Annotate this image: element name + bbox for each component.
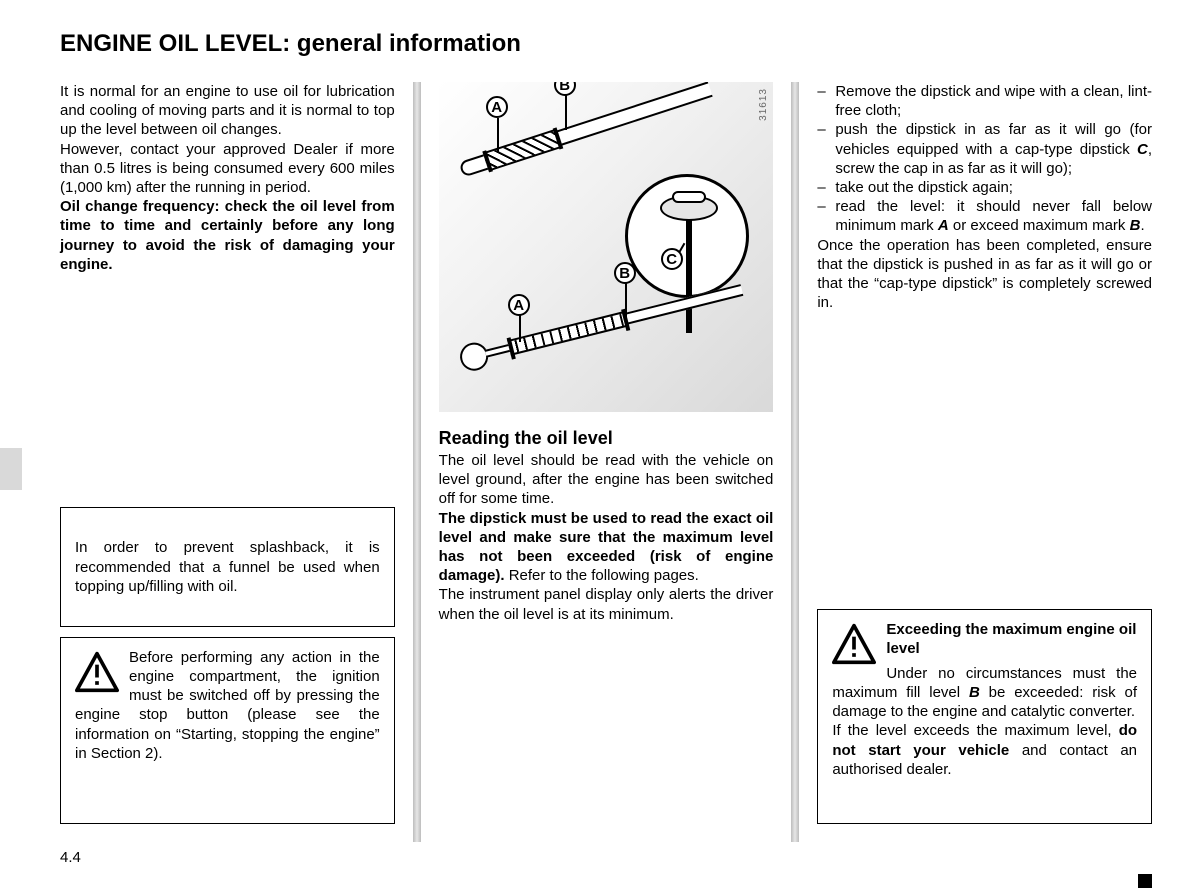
funnel-callout: In order to prevent splashback, it is re… xyxy=(60,507,395,627)
max-level-line2: If the level exceeds the maximum level, … xyxy=(832,721,1137,779)
content-columns: It is normal for an engine to use oil fo… xyxy=(60,82,1152,842)
column-2: 31613 A B C xyxy=(421,82,792,842)
label-B-bottom: B xyxy=(614,262,636,284)
warning-icon xyxy=(75,650,119,694)
column-divider-2 xyxy=(791,82,799,842)
ignition-warning-text: Before performing any action in the engi… xyxy=(75,648,380,763)
reading-level-p3: The instrument panel display only alerts… xyxy=(439,585,774,623)
cap-dipstick-detail xyxy=(625,174,749,298)
label-A-top: A xyxy=(486,96,508,118)
step-read: read the level: it should never fall bel… xyxy=(817,197,1152,235)
corner-mark xyxy=(1138,874,1152,888)
page-title: ENGINE OIL LEVEL: general information xyxy=(60,30,1152,58)
column-3: Remove the dipstick and wipe with a clea… xyxy=(799,82,1152,842)
oil-change-frequency: Oil change frequency: check the oil leve… xyxy=(60,197,395,274)
intro-para-2: However, contact your approved Dealer if… xyxy=(60,140,395,198)
label-C: C xyxy=(661,248,683,270)
max-level-line1: Under no circumstances must the maximum … xyxy=(832,664,1137,722)
step-remove: Remove the dipstick and wipe with a clea… xyxy=(817,82,1152,120)
page-tab-marker xyxy=(0,448,22,490)
column-divider-1 xyxy=(413,82,421,842)
max-level-title: Exceeding the maximum engine oil level xyxy=(832,620,1137,658)
warning-icon xyxy=(832,622,876,666)
reading-level-p2: The dipstick must be used to read the ex… xyxy=(439,509,774,586)
reading-level-p1: The oil level should be read with the ve… xyxy=(439,451,774,509)
dipstick-diagram: 31613 A B C xyxy=(439,82,774,412)
ignition-warning-callout: Before performing any action in the engi… xyxy=(60,637,395,824)
reading-level-heading: Reading the oil level xyxy=(439,428,774,449)
intro-para-1: It is normal for an engine to use oil fo… xyxy=(60,82,395,140)
funnel-callout-text: In order to prevent splashback, it is re… xyxy=(75,538,380,596)
column-1: It is normal for an engine to use oil fo… xyxy=(60,82,413,842)
label-B-top: B xyxy=(554,82,576,96)
page-number: 4.4 xyxy=(60,849,81,866)
completion-note: Once the operation has been completed, e… xyxy=(817,236,1152,313)
step-push: push the dipstick in as far as it will g… xyxy=(817,120,1152,178)
procedure-list: Remove the dipstick and wipe with a clea… xyxy=(817,82,1152,236)
label-A-bottom: A xyxy=(508,294,530,316)
step-takeout: take out the dipstick again; xyxy=(817,178,1152,197)
max-level-warning: Exceeding the maximum engine oil level U… xyxy=(817,609,1152,825)
diagram-image-number: 31613 xyxy=(758,88,769,121)
